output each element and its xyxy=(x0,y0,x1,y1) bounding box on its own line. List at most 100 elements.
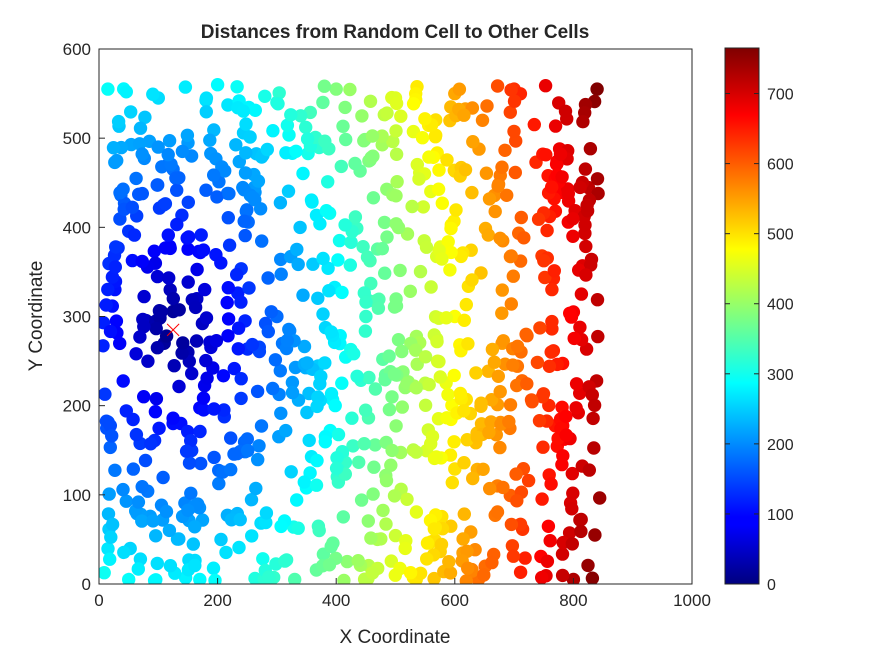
data-point xyxy=(566,212,580,226)
y-axis: 0 100 200 300 400 500 600 xyxy=(63,40,105,594)
data-point xyxy=(200,371,214,385)
data-point xyxy=(193,572,207,584)
data-point xyxy=(569,401,583,415)
data-point xyxy=(388,528,403,543)
data-point xyxy=(239,204,253,218)
data-point xyxy=(389,189,403,203)
data-point xyxy=(336,510,350,524)
data-point xyxy=(172,303,186,317)
data-point xyxy=(565,502,579,516)
data-point xyxy=(108,260,123,274)
reference-marker-stroke xyxy=(166,323,180,337)
chart-title: Distances from Random Cell to Other Cell… xyxy=(201,22,590,43)
data-point xyxy=(279,423,293,438)
data-point xyxy=(363,94,378,109)
data-point xyxy=(485,555,499,570)
data-point xyxy=(159,504,174,519)
data-point xyxy=(199,105,213,119)
data-point xyxy=(99,566,111,580)
data-point xyxy=(364,276,378,291)
data-point xyxy=(527,117,541,132)
data-point xyxy=(189,334,204,348)
data-point xyxy=(336,119,350,133)
data-point xyxy=(506,549,521,563)
data-point xyxy=(150,178,164,192)
data-point xyxy=(135,186,149,201)
data-point xyxy=(593,491,607,505)
data-point xyxy=(321,175,335,189)
data-point xyxy=(133,121,148,135)
data-point xyxy=(585,571,600,584)
data-point xyxy=(376,503,390,518)
data-point xyxy=(391,333,406,347)
data-point xyxy=(474,396,488,410)
data-point xyxy=(547,264,561,278)
data-point xyxy=(150,556,164,571)
data-point xyxy=(135,514,149,528)
data-point xyxy=(259,515,273,530)
data-point xyxy=(103,324,118,339)
data-point xyxy=(230,267,244,282)
data-point xyxy=(449,203,463,217)
data-point xyxy=(457,507,471,521)
data-point xyxy=(103,440,118,455)
data-point xyxy=(338,218,352,232)
data-point xyxy=(282,322,296,337)
data-point xyxy=(384,458,398,472)
data-point xyxy=(210,190,224,204)
data-point xyxy=(452,82,467,96)
data-point xyxy=(344,235,358,249)
data-point xyxy=(138,110,152,125)
data-point xyxy=(406,97,421,111)
data-point xyxy=(582,463,596,477)
data-point xyxy=(590,172,605,186)
data-point xyxy=(544,345,558,359)
data-point xyxy=(466,135,480,149)
data-point xyxy=(137,289,151,304)
data-point xyxy=(227,447,241,461)
data-point xyxy=(413,566,428,580)
data-point xyxy=(234,391,248,406)
data-point xyxy=(389,147,404,161)
data-point xyxy=(135,254,149,269)
data-point xyxy=(170,532,185,546)
data-point xyxy=(184,434,198,448)
data-point xyxy=(331,253,345,267)
data-point xyxy=(182,456,197,470)
data-point xyxy=(188,300,203,315)
data-point xyxy=(284,108,298,122)
data-point xyxy=(413,264,428,279)
data-point xyxy=(371,301,386,315)
data-point xyxy=(311,291,325,305)
data-point xyxy=(433,370,447,384)
data-point xyxy=(245,337,260,352)
data-point xyxy=(495,283,509,297)
data-point xyxy=(385,390,399,404)
data-point xyxy=(238,228,252,243)
data-point xyxy=(403,284,417,298)
data-point xyxy=(127,228,142,242)
data-point xyxy=(461,561,475,575)
data-point xyxy=(284,465,298,479)
data-point xyxy=(583,142,598,156)
data-point xyxy=(535,492,549,506)
data-point xyxy=(109,240,123,254)
data-point xyxy=(375,242,389,256)
data-point xyxy=(219,545,233,560)
data-point xyxy=(566,486,580,500)
data-point xyxy=(579,268,593,282)
data-point xyxy=(415,131,430,145)
data-point xyxy=(563,306,577,320)
data-point xyxy=(207,123,221,137)
data-point xyxy=(400,492,414,506)
data-point xyxy=(329,461,344,475)
data-point xyxy=(393,263,407,278)
data-point xyxy=(490,505,505,519)
data-point xyxy=(146,87,160,101)
data-point xyxy=(519,327,533,341)
data-point xyxy=(108,463,122,477)
data-point xyxy=(355,109,369,123)
data-point xyxy=(149,529,163,543)
data-point xyxy=(129,171,143,186)
